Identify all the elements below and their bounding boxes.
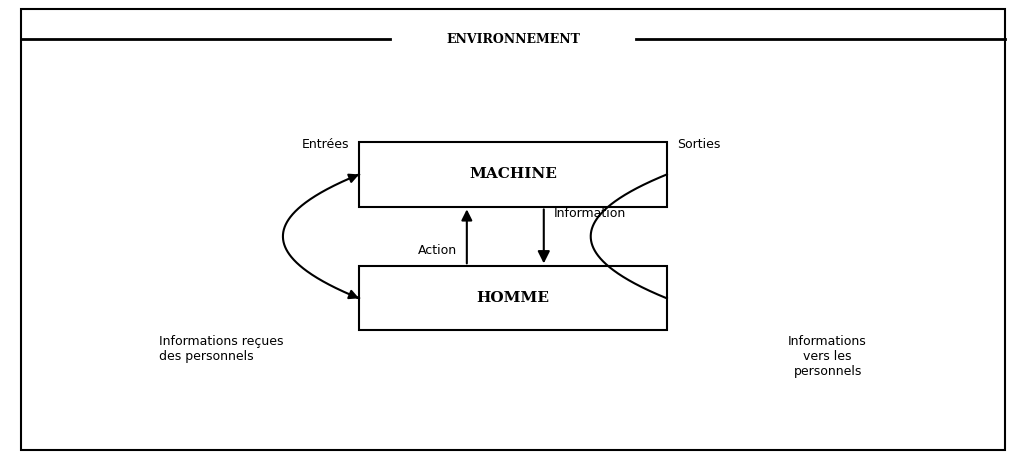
Text: Informations
vers les
personnels: Informations vers les personnels [788,335,867,378]
Text: Information: Information [554,207,626,220]
Text: Sorties: Sorties [677,139,720,151]
Text: Informations reçues
des personnels: Informations reçues des personnels [159,335,283,363]
Text: MACHINE: MACHINE [469,168,557,181]
Text: ENVIRONNEMENT: ENVIRONNEMENT [446,33,580,45]
Text: HOMME: HOMME [476,291,550,305]
Text: Action: Action [418,244,457,257]
Bar [359,266,667,330]
Bar [359,142,667,207]
Text: Entrées: Entrées [302,139,349,151]
